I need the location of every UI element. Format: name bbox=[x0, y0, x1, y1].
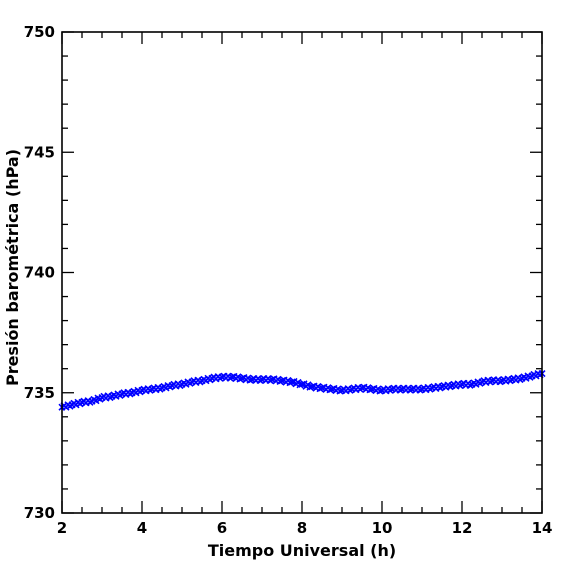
data-point bbox=[316, 385, 324, 393]
x-tick-label: 4 bbox=[137, 519, 147, 537]
y-axis-label: Presión barométrica (hPa) bbox=[3, 149, 22, 386]
data-point bbox=[318, 384, 326, 392]
x-tick-label: 6 bbox=[217, 519, 227, 537]
y-tick-label: 745 bbox=[24, 143, 55, 161]
data-point bbox=[326, 386, 334, 394]
data-point bbox=[376, 387, 384, 395]
data-point bbox=[466, 381, 474, 389]
data-point bbox=[116, 391, 124, 399]
data-point bbox=[156, 385, 164, 393]
data-point bbox=[328, 385, 336, 393]
x-tick-label: 2 bbox=[57, 519, 67, 537]
data-point bbox=[406, 386, 414, 394]
data-point bbox=[106, 393, 114, 402]
y-tick-label: 740 bbox=[24, 264, 55, 282]
x-tick-label: 14 bbox=[532, 519, 553, 537]
y-tick-label: 735 bbox=[24, 384, 55, 402]
data-point bbox=[238, 374, 246, 382]
data-point bbox=[346, 386, 354, 394]
data-point bbox=[386, 386, 394, 394]
data-point bbox=[216, 374, 224, 382]
data-point bbox=[306, 383, 314, 391]
data-point bbox=[206, 376, 214, 384]
data-point bbox=[76, 400, 84, 408]
x-tick-label: 10 bbox=[372, 519, 393, 537]
y-tick-label: 730 bbox=[24, 504, 55, 522]
data-point bbox=[256, 376, 264, 385]
data-point bbox=[136, 388, 144, 396]
data-point bbox=[266, 376, 274, 385]
x-axis-label: Tiempo Universal (h) bbox=[208, 541, 396, 560]
data-point bbox=[276, 377, 284, 386]
data-point bbox=[298, 380, 306, 388]
data-point bbox=[356, 385, 364, 393]
data-point bbox=[516, 375, 524, 384]
data-point bbox=[278, 377, 286, 385]
data-point bbox=[446, 383, 454, 391]
data-point bbox=[226, 374, 234, 382]
data-point bbox=[176, 381, 184, 390]
data-point bbox=[496, 378, 504, 386]
data-point bbox=[166, 383, 174, 391]
data-point bbox=[456, 381, 464, 390]
data-point bbox=[288, 378, 296, 386]
data-point bbox=[486, 378, 494, 386]
data-point bbox=[426, 385, 434, 393]
y-tick-label: 750 bbox=[24, 23, 55, 41]
data-point bbox=[246, 376, 254, 384]
data-point bbox=[236, 375, 244, 383]
data-point bbox=[396, 386, 404, 394]
data-point bbox=[436, 384, 444, 392]
data-point bbox=[366, 386, 374, 394]
data-series bbox=[58, 369, 546, 411]
data-point bbox=[308, 383, 316, 391]
data-point bbox=[336, 387, 344, 395]
x-tick-label: 8 bbox=[297, 519, 307, 537]
data-point bbox=[476, 379, 484, 387]
data-point bbox=[146, 386, 154, 394]
data-point bbox=[286, 379, 294, 387]
axis-ticks bbox=[61, 31, 543, 514]
plot-frame bbox=[61, 31, 543, 514]
data-point bbox=[126, 390, 134, 398]
data-point bbox=[368, 385, 376, 393]
data-point bbox=[186, 379, 194, 387]
data-point bbox=[196, 378, 204, 386]
tick-labels: 2 4 6 8 10 12 14 730 735 740 745 750 bbox=[24, 23, 553, 537]
data-point bbox=[506, 377, 514, 385]
data-point bbox=[416, 386, 424, 394]
x-tick-label: 12 bbox=[452, 519, 473, 537]
